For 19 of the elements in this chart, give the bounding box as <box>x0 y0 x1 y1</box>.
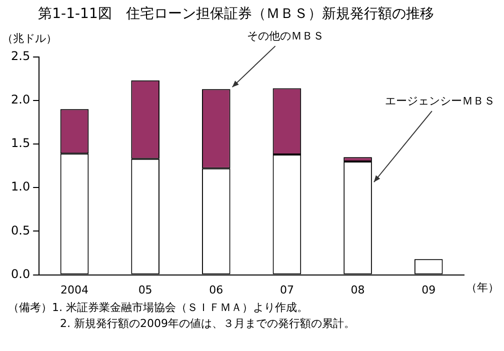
text: 2. 新規発行額の2009年の値は、３月までの発行額の累計。 <box>59 316 356 332</box>
x-tick-label: 05 <box>138 283 152 296</box>
x-tick-label: 07 <box>280 283 294 296</box>
y-tick-label: 2.0 <box>10 92 30 107</box>
y-tick-label: 1.0 <box>10 180 30 194</box>
y-tick-label: 0.0 <box>10 266 30 281</box>
x-tick-label: 06 <box>209 283 224 296</box>
y-axis-title: （兆ドル） <box>2 32 57 46</box>
y-tick-label: 1.5 <box>10 136 30 150</box>
x-tick-label: 09 <box>422 283 436 296</box>
text: （備考）1. 米証券業金融市場協会（ＳＩＦＭＡ）より作成。 <box>8 300 309 316</box>
y-tick-label: 0.5 <box>10 223 30 238</box>
x-tick-label: 08 <box>350 283 365 296</box>
y-tick-label: 2.5 <box>10 48 30 63</box>
text: エージェンシーＭＢＳ <box>385 94 495 108</box>
text: その他のＭＢＳ <box>246 29 324 42</box>
x-tick-label: 2004 <box>60 283 88 296</box>
x-axis-title: （年） <box>466 281 499 294</box>
chart-title: 第1-1-11図 住宅ローン担保証券（ＭＢＳ）新規発行額の推移 <box>38 6 434 22</box>
